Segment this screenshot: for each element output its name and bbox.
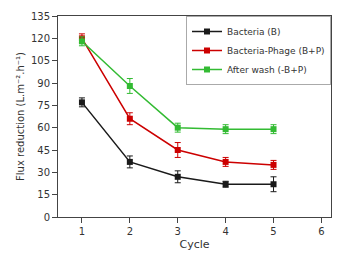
svg-text:Flux reduction (L.m⁻².h⁻¹): Flux reduction (L.m⁻².h⁻¹) <box>15 52 26 181</box>
svg-text:2: 2 <box>127 226 133 237</box>
svg-text:Bacteria (B): Bacteria (B) <box>227 27 280 37</box>
svg-text:90: 90 <box>37 78 50 89</box>
svg-text:0: 0 <box>44 212 50 223</box>
svg-text:Bacteria-Phage (B+P): Bacteria-Phage (B+P) <box>227 46 325 56</box>
svg-text:After wash (-B+P): After wash (-B+P) <box>227 65 307 75</box>
svg-text:6: 6 <box>318 226 324 237</box>
svg-text:4: 4 <box>222 226 228 237</box>
svg-text:135: 135 <box>31 11 50 22</box>
svg-text:15: 15 <box>37 189 50 200</box>
svg-text:Cycle: Cycle <box>179 238 209 251</box>
svg-text:30: 30 <box>37 167 50 178</box>
svg-text:60: 60 <box>37 122 50 133</box>
svg-text:75: 75 <box>37 100 50 111</box>
svg-text:105: 105 <box>31 55 50 66</box>
svg-text:45: 45 <box>37 145 50 156</box>
svg-text:120: 120 <box>31 33 50 44</box>
svg-text:5: 5 <box>270 226 276 237</box>
svg-text:1: 1 <box>79 226 85 237</box>
svg-text:3: 3 <box>175 226 181 237</box>
